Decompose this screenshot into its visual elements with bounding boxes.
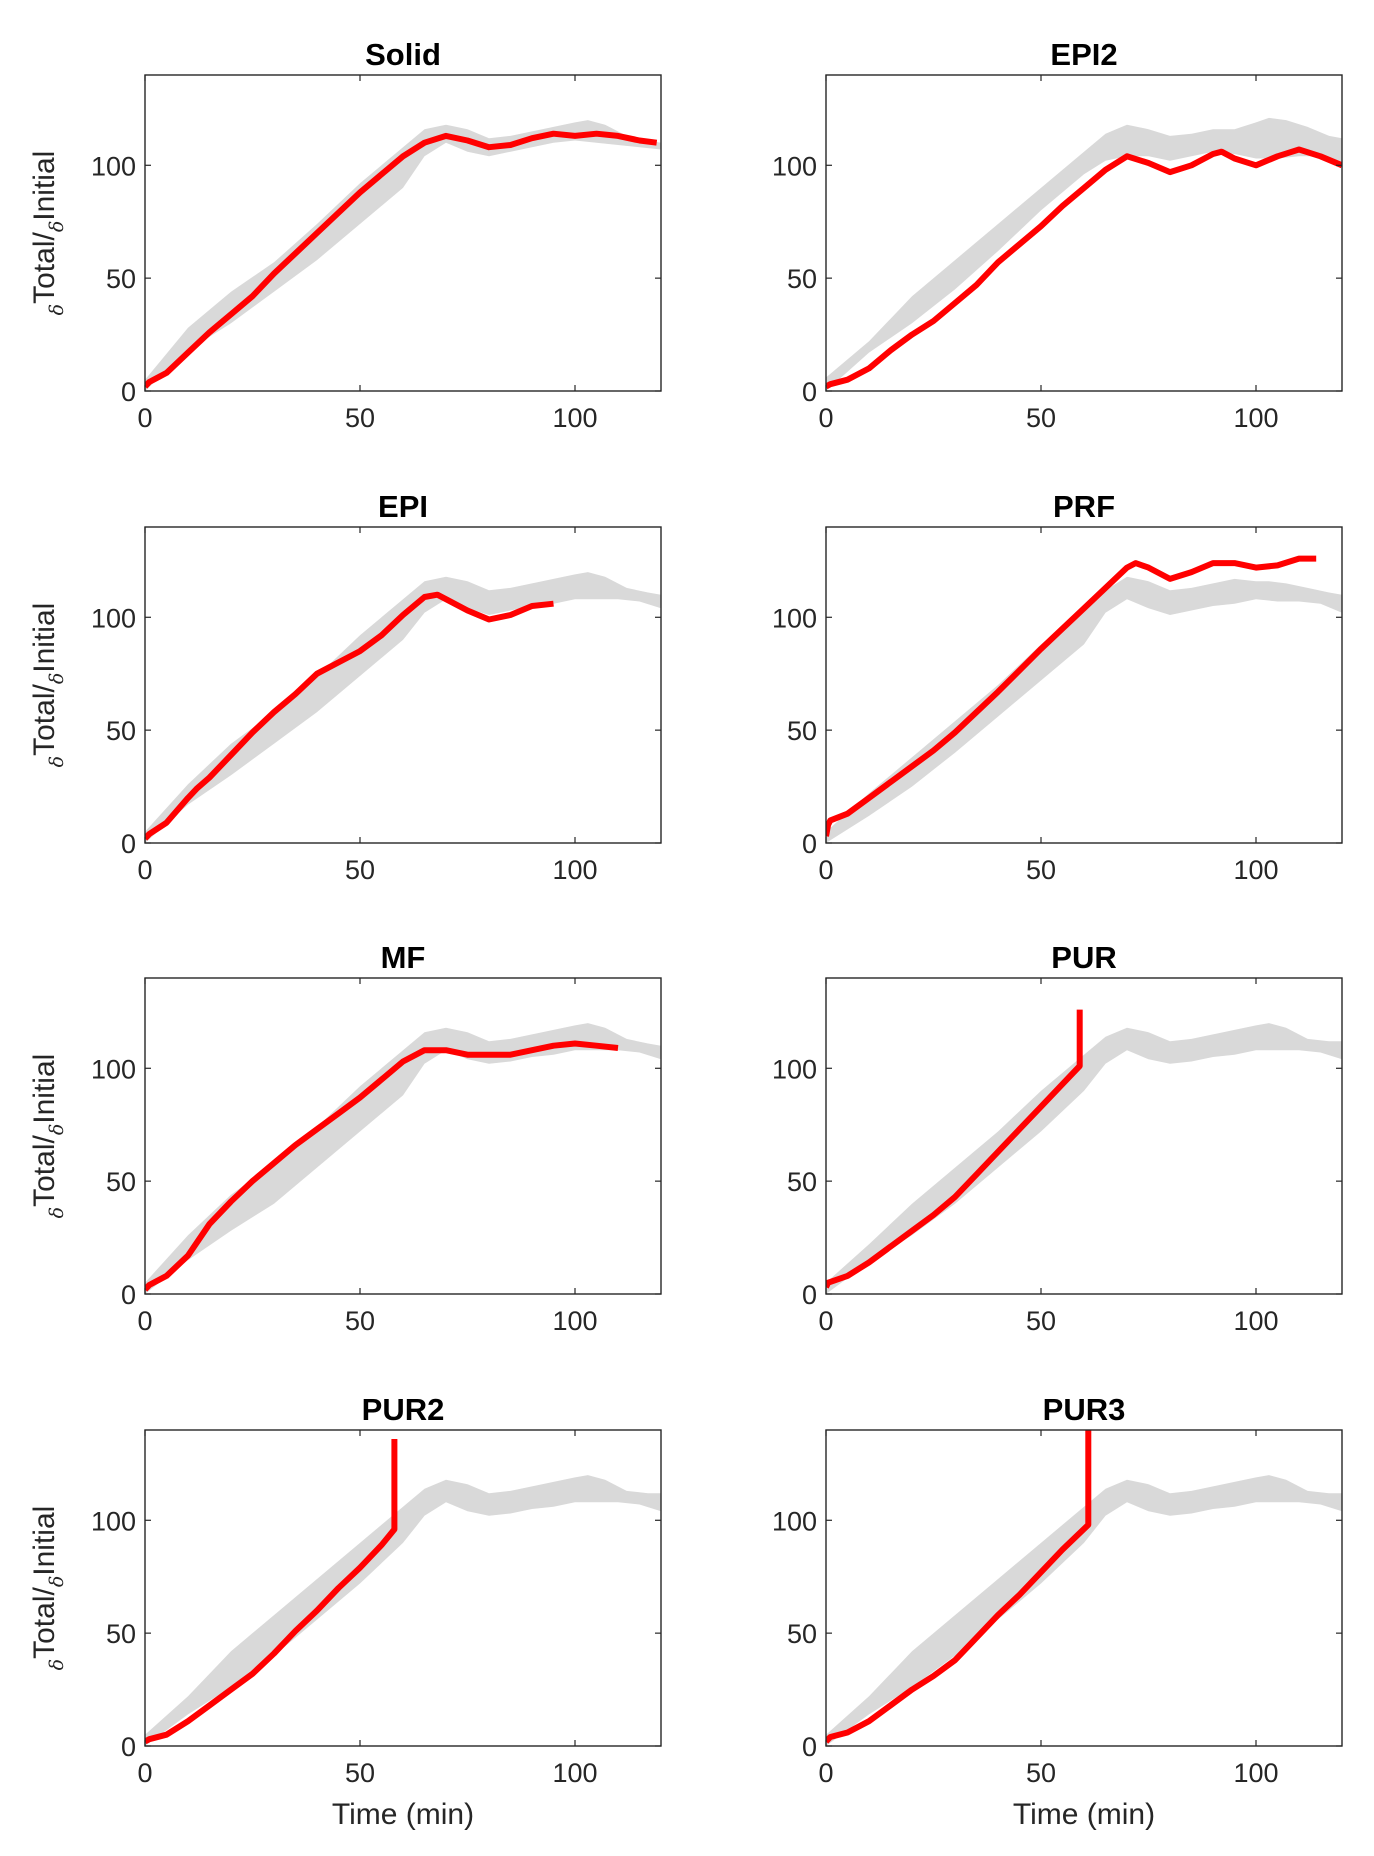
y-axis-label: δTotal/δInitial: [28, 603, 68, 768]
x-tick-label: 50: [1026, 1306, 1056, 1336]
axes-box: [825, 526, 1343, 844]
x-tick-label: 0: [818, 1306, 833, 1336]
x-tick-label: 0: [818, 403, 833, 433]
y-axis-label: δTotal/δInitial: [28, 1054, 68, 1219]
series-line-prf: [826, 555, 1317, 837]
y-tick-label: 0: [121, 1280, 136, 1310]
y-tick-label: 50: [106, 264, 136, 294]
x-tick-label: 0: [137, 1758, 152, 1788]
y-tick-label: 50: [787, 1167, 817, 1197]
envelope-band: [826, 576, 1342, 843]
envelope-band: [145, 120, 661, 391]
envelope-band: [145, 1475, 661, 1746]
chart-title: PUR2: [362, 1392, 445, 1427]
x-tick-label: 50: [345, 1306, 375, 1336]
x-tick-label: 0: [818, 855, 833, 885]
chart-title: PUR: [1051, 940, 1116, 975]
x-tick-label: 100: [552, 1758, 597, 1788]
panel-prf: 0 50 100 0 50 100 PRF: [772, 489, 1343, 885]
chart-title: MF: [381, 940, 426, 975]
y-tick-label: 100: [772, 1506, 817, 1536]
envelope-band: [826, 117, 1342, 391]
panel-mf: 0 50 100 0 50 100 MF δTotal/δInitial: [28, 940, 662, 1336]
envelope-band: [145, 572, 661, 843]
x-tick-label: 100: [1233, 403, 1278, 433]
y-tick-label: 100: [91, 1054, 136, 1084]
x-tick-label: 0: [137, 855, 152, 885]
y-tick-label: 0: [802, 377, 817, 407]
x-tick-label: 50: [1026, 855, 1056, 885]
series-line-epi: [145, 591, 554, 841]
panel-solid: 0 50 100 0 50 100 Solid δTotal/δInitial: [28, 37, 662, 433]
y-tick-label: 100: [772, 1054, 817, 1084]
x-tick-label: 0: [137, 1306, 152, 1336]
axes-box: [144, 977, 662, 1295]
y-tick-label: 50: [787, 716, 817, 746]
chart-title: Solid: [365, 37, 441, 72]
y-tick-label: 0: [121, 829, 136, 859]
series-line-pur: [826, 1009, 1083, 1289]
x-tick-label: 100: [552, 403, 597, 433]
y-tick-label: 100: [91, 151, 136, 181]
x-tick-label: 50: [345, 855, 375, 885]
x-tick-label: 50: [345, 1758, 375, 1788]
x-axis-label: Time (min): [332, 1798, 474, 1831]
chart-title: EPI2: [1050, 37, 1117, 72]
y-tick-label: 50: [787, 264, 817, 294]
axes-box: [144, 1429, 662, 1747]
x-tick-label: 100: [552, 855, 597, 885]
y-tick-label: 50: [106, 1619, 136, 1649]
y-tick-label: 0: [802, 1280, 817, 1310]
y-tick-label: 0: [802, 1732, 817, 1762]
envelope-band: [826, 1023, 1342, 1294]
y-tick-label: 100: [772, 603, 817, 633]
panel-epi2: 0 50 100 0 50 100 EPI2: [772, 37, 1343, 433]
axes-box: [144, 526, 662, 844]
series-line-mf: [145, 1040, 619, 1292]
series-line-solid: [145, 130, 658, 389]
panel-pur2: 0 50 100 0 50 100 PUR2 Time (min) δTotal/δInitia…: [28, 1392, 662, 1831]
x-tick-label: 50: [1026, 403, 1056, 433]
envelope-band: [826, 1475, 1342, 1746]
y-tick-label: 50: [787, 1619, 817, 1649]
envelope-band: [145, 1023, 661, 1294]
axes-box: [144, 74, 662, 392]
x-tick-label: 100: [1233, 855, 1278, 885]
y-tick-label: 100: [91, 1506, 136, 1536]
x-tick-label: 100: [552, 1306, 597, 1336]
x-tick-label: 50: [1026, 1758, 1056, 1788]
series-line-epi2: [826, 146, 1342, 390]
chart-title: EPI: [378, 489, 428, 524]
axes-box: [825, 1429, 1343, 1747]
x-tick-label: 50: [345, 403, 375, 433]
chart-title: PRF: [1053, 489, 1115, 524]
y-tick-label: 0: [121, 377, 136, 407]
chart-title: PUR3: [1043, 1392, 1126, 1427]
axes-box: [825, 977, 1343, 1295]
panel-pur: 0 50 100 0 50 100 PUR: [772, 940, 1343, 1336]
x-tick-label: 0: [818, 1758, 833, 1788]
y-tick-label: 100: [772, 151, 817, 181]
y-axis-label: δTotal/δInitial: [28, 151, 68, 316]
axes-box: [825, 74, 1343, 392]
series-line-pur2: [145, 1439, 398, 1745]
x-tick-label: 100: [1233, 1306, 1278, 1336]
series-line-pur3: [826, 1430, 1092, 1744]
y-tick-label: 50: [106, 716, 136, 746]
y-axis-label: δTotal/δInitial: [28, 1506, 68, 1671]
x-axis-label: Time (min): [1013, 1798, 1155, 1831]
panel-pur3: 0 50 100 0 50 100 PUR3 Time (min): [772, 1392, 1343, 1831]
y-tick-label: 0: [121, 1732, 136, 1762]
y-tick-label: 100: [91, 603, 136, 633]
y-tick-label: 0: [802, 829, 817, 859]
y-tick-label: 50: [106, 1167, 136, 1197]
panel-epi: 0 50 100 0 50 100 EPI δTotal/δInitial: [28, 489, 662, 885]
x-tick-label: 100: [1233, 1758, 1278, 1788]
x-tick-label: 0: [137, 403, 152, 433]
